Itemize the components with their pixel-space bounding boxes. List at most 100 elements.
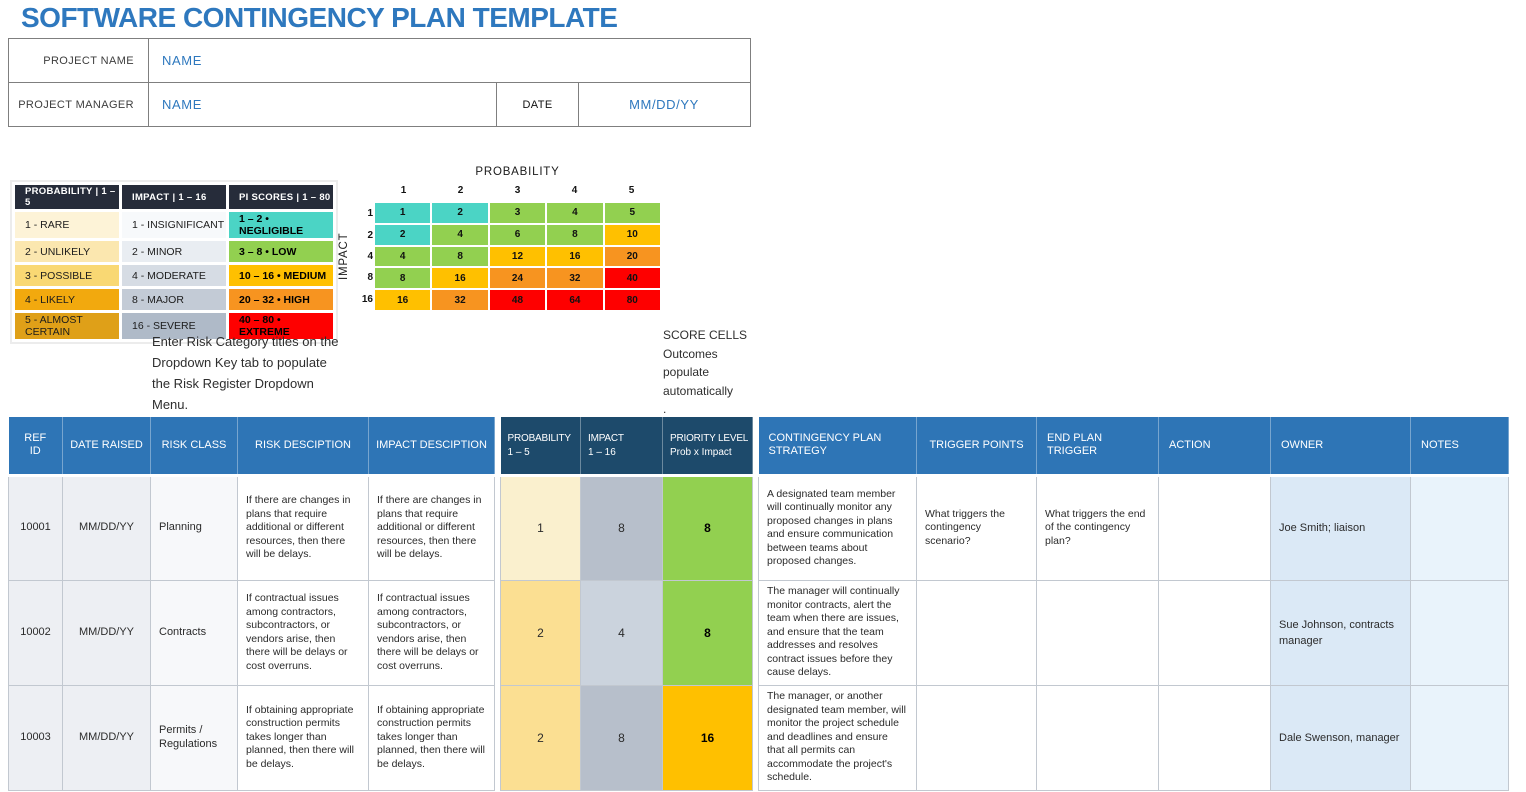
matrix-cell: 48 [489, 290, 546, 310]
cell-ref-id[interactable]: 10002 [8, 579, 63, 686]
cell-priority[interactable]: 8 [662, 474, 753, 581]
legend-table: PROBABILITY | 1 – 5 IMPACT | 1 – 16 PI S… [10, 180, 338, 344]
column-header-action: ACTION [1158, 417, 1271, 477]
cell-risk-desc[interactable]: If there are changes in plans that requi… [237, 474, 369, 581]
matrix-row-labels: 1 2 4 8 16 [353, 203, 373, 310]
project-name-row: PROJECT NAME NAME [8, 38, 752, 83]
cell-impact-desc[interactable]: If obtaining appropriate construction pe… [368, 684, 495, 791]
risk-register-table: REF ID DATE RAISED RISK CLASS RISK DESCIPTI… [8, 417, 1509, 791]
column-header-date-raised: DATE RAISED [62, 417, 151, 477]
matrix-row-label: 2 [367, 229, 373, 241]
cell-end-plan-trigger[interactable] [1036, 579, 1159, 686]
project-name-input[interactable]: NAME [147, 38, 752, 83]
cell-ref-id[interactable]: 10003 [8, 684, 63, 791]
column-header-impact: IMPACT 1 – 16 [580, 417, 663, 477]
project-name-label: PROJECT NAME [8, 38, 149, 83]
matrix-cell: 16 [375, 290, 431, 310]
legend-header-impact: IMPACT | 1 – 16 [122, 185, 226, 209]
risk-row-10002: 10002 MM/DD/YY Contracts If contractual iss… [8, 579, 1509, 686]
column-separator [494, 685, 501, 790]
date-input[interactable]: MM/DD/YY [577, 82, 752, 127]
cell-strategy[interactable]: A designated team member will continuall… [758, 474, 917, 581]
cell-strategy[interactable]: The manager, or another designated team … [758, 684, 917, 791]
legend-cell: 3 – 8 • LOW [229, 241, 333, 262]
cell-probability[interactable]: 2 [500, 579, 581, 686]
matrix-title: PROBABILITY [475, 166, 560, 178]
risk-row-10001: 10001 MM/DD/YY Planning If there are change… [8, 474, 1509, 581]
column-header-notes: NOTES [1410, 417, 1509, 477]
cell-trigger-points[interactable] [916, 579, 1037, 686]
cell-risk-desc[interactable]: If obtaining appropriate construction pe… [237, 684, 369, 791]
legend-cell: 16 - SEVERE [122, 313, 226, 339]
legend-cell: 2 - MINOR [122, 241, 226, 262]
cell-risk-class[interactable]: Permits / Regulations [150, 684, 238, 791]
legend-row: 1 - RARE 1 - INSIGNIFICANT 1 – 2 • NEGLIGI… [15, 212, 333, 238]
legend-row: 2 - UNLIKELY 2 - MINOR 3 – 8 • LOW [15, 241, 333, 262]
column-separator [494, 580, 501, 685]
legend-row: 5 - ALMOST CERTAIN 16 - SEVERE 40 – 80 • E… [15, 313, 333, 339]
matrix-cell: 6 [489, 224, 546, 245]
matrix-cell: 16 [547, 246, 603, 267]
cell-action[interactable] [1158, 474, 1271, 581]
cell-end-plan-trigger[interactable]: What triggers the end of the contingency… [1036, 474, 1159, 581]
cell-owner[interactable]: Sue Johnson, contracts manager [1270, 579, 1411, 686]
cell-end-plan-trigger[interactable] [1036, 684, 1159, 791]
project-manager-label: PROJECT MANAGER [8, 82, 149, 127]
legend-row: 3 - POSSIBLE 4 - MODERATE 10 – 16 • MEDIUM [15, 265, 333, 286]
cell-priority[interactable]: 8 [662, 579, 753, 686]
cell-date-raised[interactable]: MM/DD/YY [62, 474, 151, 581]
column-separator [494, 475, 501, 580]
cell-date-raised[interactable]: MM/DD/YY [62, 684, 151, 791]
matrix-row-label: 1 [367, 208, 373, 220]
legend-cell: 4 - MODERATE [122, 265, 226, 286]
legend-cell: 10 – 16 • MEDIUM [229, 265, 333, 286]
matrix-cell: 12 [489, 246, 546, 267]
column-separator [752, 475, 759, 580]
cell-probability[interactable]: 1 [500, 474, 581, 581]
matrix-cell: 4 [432, 224, 488, 245]
cell-probability[interactable]: 2 [500, 684, 581, 791]
cell-impact-desc[interactable]: If contractual issues among contractors,… [368, 579, 495, 686]
project-manager-row: PROJECT MANAGER NAME DATE MM/DD/YY [8, 82, 752, 127]
cell-notes[interactable] [1410, 579, 1509, 686]
legend-cell: 3 - POSSIBLE [15, 265, 119, 286]
cell-priority[interactable]: 16 [662, 684, 753, 791]
matrix-row-label: 16 [361, 293, 373, 305]
risk-row-10003: 10003 MM/DD/YY Permits / Regulations If obt… [8, 684, 1509, 791]
cell-risk-class[interactable]: Contracts [150, 579, 238, 686]
risk-register-section: REF ID DATE RAISED RISK CLASS RISK DESCIPTI… [8, 417, 1509, 791]
cell-strategy[interactable]: The manager will continually monitor con… [758, 579, 917, 686]
matrix-cell: 2 [432, 203, 488, 223]
column-separator [752, 417, 759, 475]
cell-impact[interactable]: 8 [580, 684, 663, 791]
column-separator [752, 580, 759, 685]
cell-date-raised[interactable]: MM/DD/YY [62, 579, 151, 686]
cell-impact-desc[interactable]: If there are changes in plans that requi… [368, 474, 495, 581]
matrix-row-label: 8 [367, 272, 373, 284]
cell-owner[interactable]: Dale Swenson, manager [1270, 684, 1411, 791]
cell-impact[interactable]: 4 [580, 579, 663, 686]
column-header-risk-class: RISK CLASS [150, 417, 238, 477]
project-info-form: PROJECT NAME NAME PROJECT MANAGER NAME D… [8, 38, 752, 127]
matrix-grid: 1 2 3 4 5 2 4 6 8 10 4 8 12 16 20 8 16 24 32 40 16 32 48 64 80 [375, 203, 660, 310]
legend-row: 4 - LIKELY 8 - MAJOR 20 – 32 • HIGH [15, 289, 333, 310]
matrix-cell: 24 [489, 268, 546, 289]
cell-trigger-points[interactable]: What triggers the contingency scenario? [916, 474, 1037, 581]
cell-owner[interactable]: Joe Smith; liaison [1270, 474, 1411, 581]
legend-cell: 1 - RARE [15, 212, 119, 238]
cell-trigger-points[interactable] [916, 684, 1037, 791]
cell-impact[interactable]: 8 [580, 474, 663, 581]
cell-risk-desc[interactable]: If contractual issues among contractors,… [237, 579, 369, 686]
cell-notes[interactable] [1410, 474, 1509, 581]
cell-action[interactable] [1158, 579, 1271, 686]
cell-risk-class[interactable]: Planning [150, 474, 238, 581]
matrix-col-label: 4 [571, 185, 578, 196]
project-manager-input[interactable]: NAME [148, 82, 497, 127]
matrix-cell: 40 [604, 268, 660, 289]
cell-notes[interactable] [1410, 684, 1509, 791]
legend-cell: 2 - UNLIKELY [15, 241, 119, 262]
cell-ref-id[interactable]: 10001 [8, 474, 63, 581]
cell-action[interactable] [1158, 684, 1271, 791]
